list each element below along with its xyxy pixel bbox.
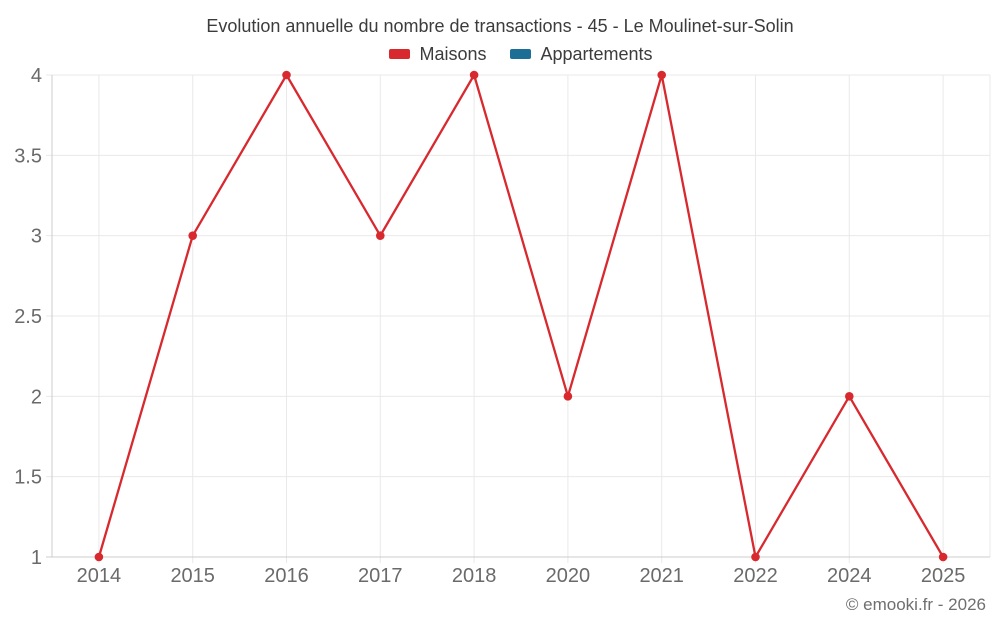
data-point-maisons[interactable] [282, 70, 291, 80]
y-axis-tick-label: 4 [31, 65, 42, 87]
x-axis-tick-label: 2014 [77, 565, 122, 587]
x-axis-tick-label: 2016 [264, 565, 309, 587]
x-axis-tick-label: 2017 [358, 565, 403, 587]
data-point-maisons[interactable] [751, 552, 760, 562]
y-axis-tick-label: 2.5 [14, 306, 42, 328]
y-axis-tick-label: 3.5 [14, 145, 42, 167]
x-axis-tick-label: 2025 [921, 565, 966, 587]
copyright-watermark: © emooki.fr - 2026 [845, 595, 986, 614]
legend-swatch-appartements [510, 49, 532, 59]
y-axis-tick-label: 1.5 [14, 467, 42, 489]
legend-label-appartements: Appartements [540, 43, 653, 64]
chart-title: Evolution annuelle du nombre de transact… [206, 16, 794, 36]
x-axis-tick-label: 2015 [170, 565, 215, 587]
legend-swatch-maisons [389, 49, 411, 59]
data-point-maisons[interactable] [94, 552, 104, 562]
data-point-maisons[interactable] [469, 70, 479, 80]
y-axis-tick-label: 3 [31, 226, 42, 248]
y-axis-tick-label: 1 [31, 547, 42, 569]
x-axis-tick-label: 2018 [452, 565, 497, 587]
legend-label-maisons: Maisons [419, 43, 487, 64]
data-point-maisons[interactable] [188, 231, 197, 240]
data-point-maisons[interactable] [376, 231, 385, 240]
legend-item-maisons[interactable]: Maisons [389, 44, 486, 65]
series-line-maisons [97, 73, 945, 559]
data-point-maisons[interactable] [845, 392, 854, 401]
x-axis-tick-label: 2021 [639, 565, 684, 587]
data-point-maisons[interactable] [563, 392, 573, 401]
data-point-maisons[interactable] [657, 70, 666, 80]
legend: Maisons Appartements [52, 43, 990, 65]
x-axis-tick-label: 2024 [827, 565, 872, 587]
x-axis-tick-label: 2022 [733, 565, 778, 587]
x-axis-tick-label: 2020 [546, 565, 591, 587]
legend-item-appartements[interactable]: Appartements [510, 43, 653, 65]
y-axis-tick-label: 2 [31, 386, 42, 408]
data-point-maisons[interactable] [938, 552, 948, 562]
